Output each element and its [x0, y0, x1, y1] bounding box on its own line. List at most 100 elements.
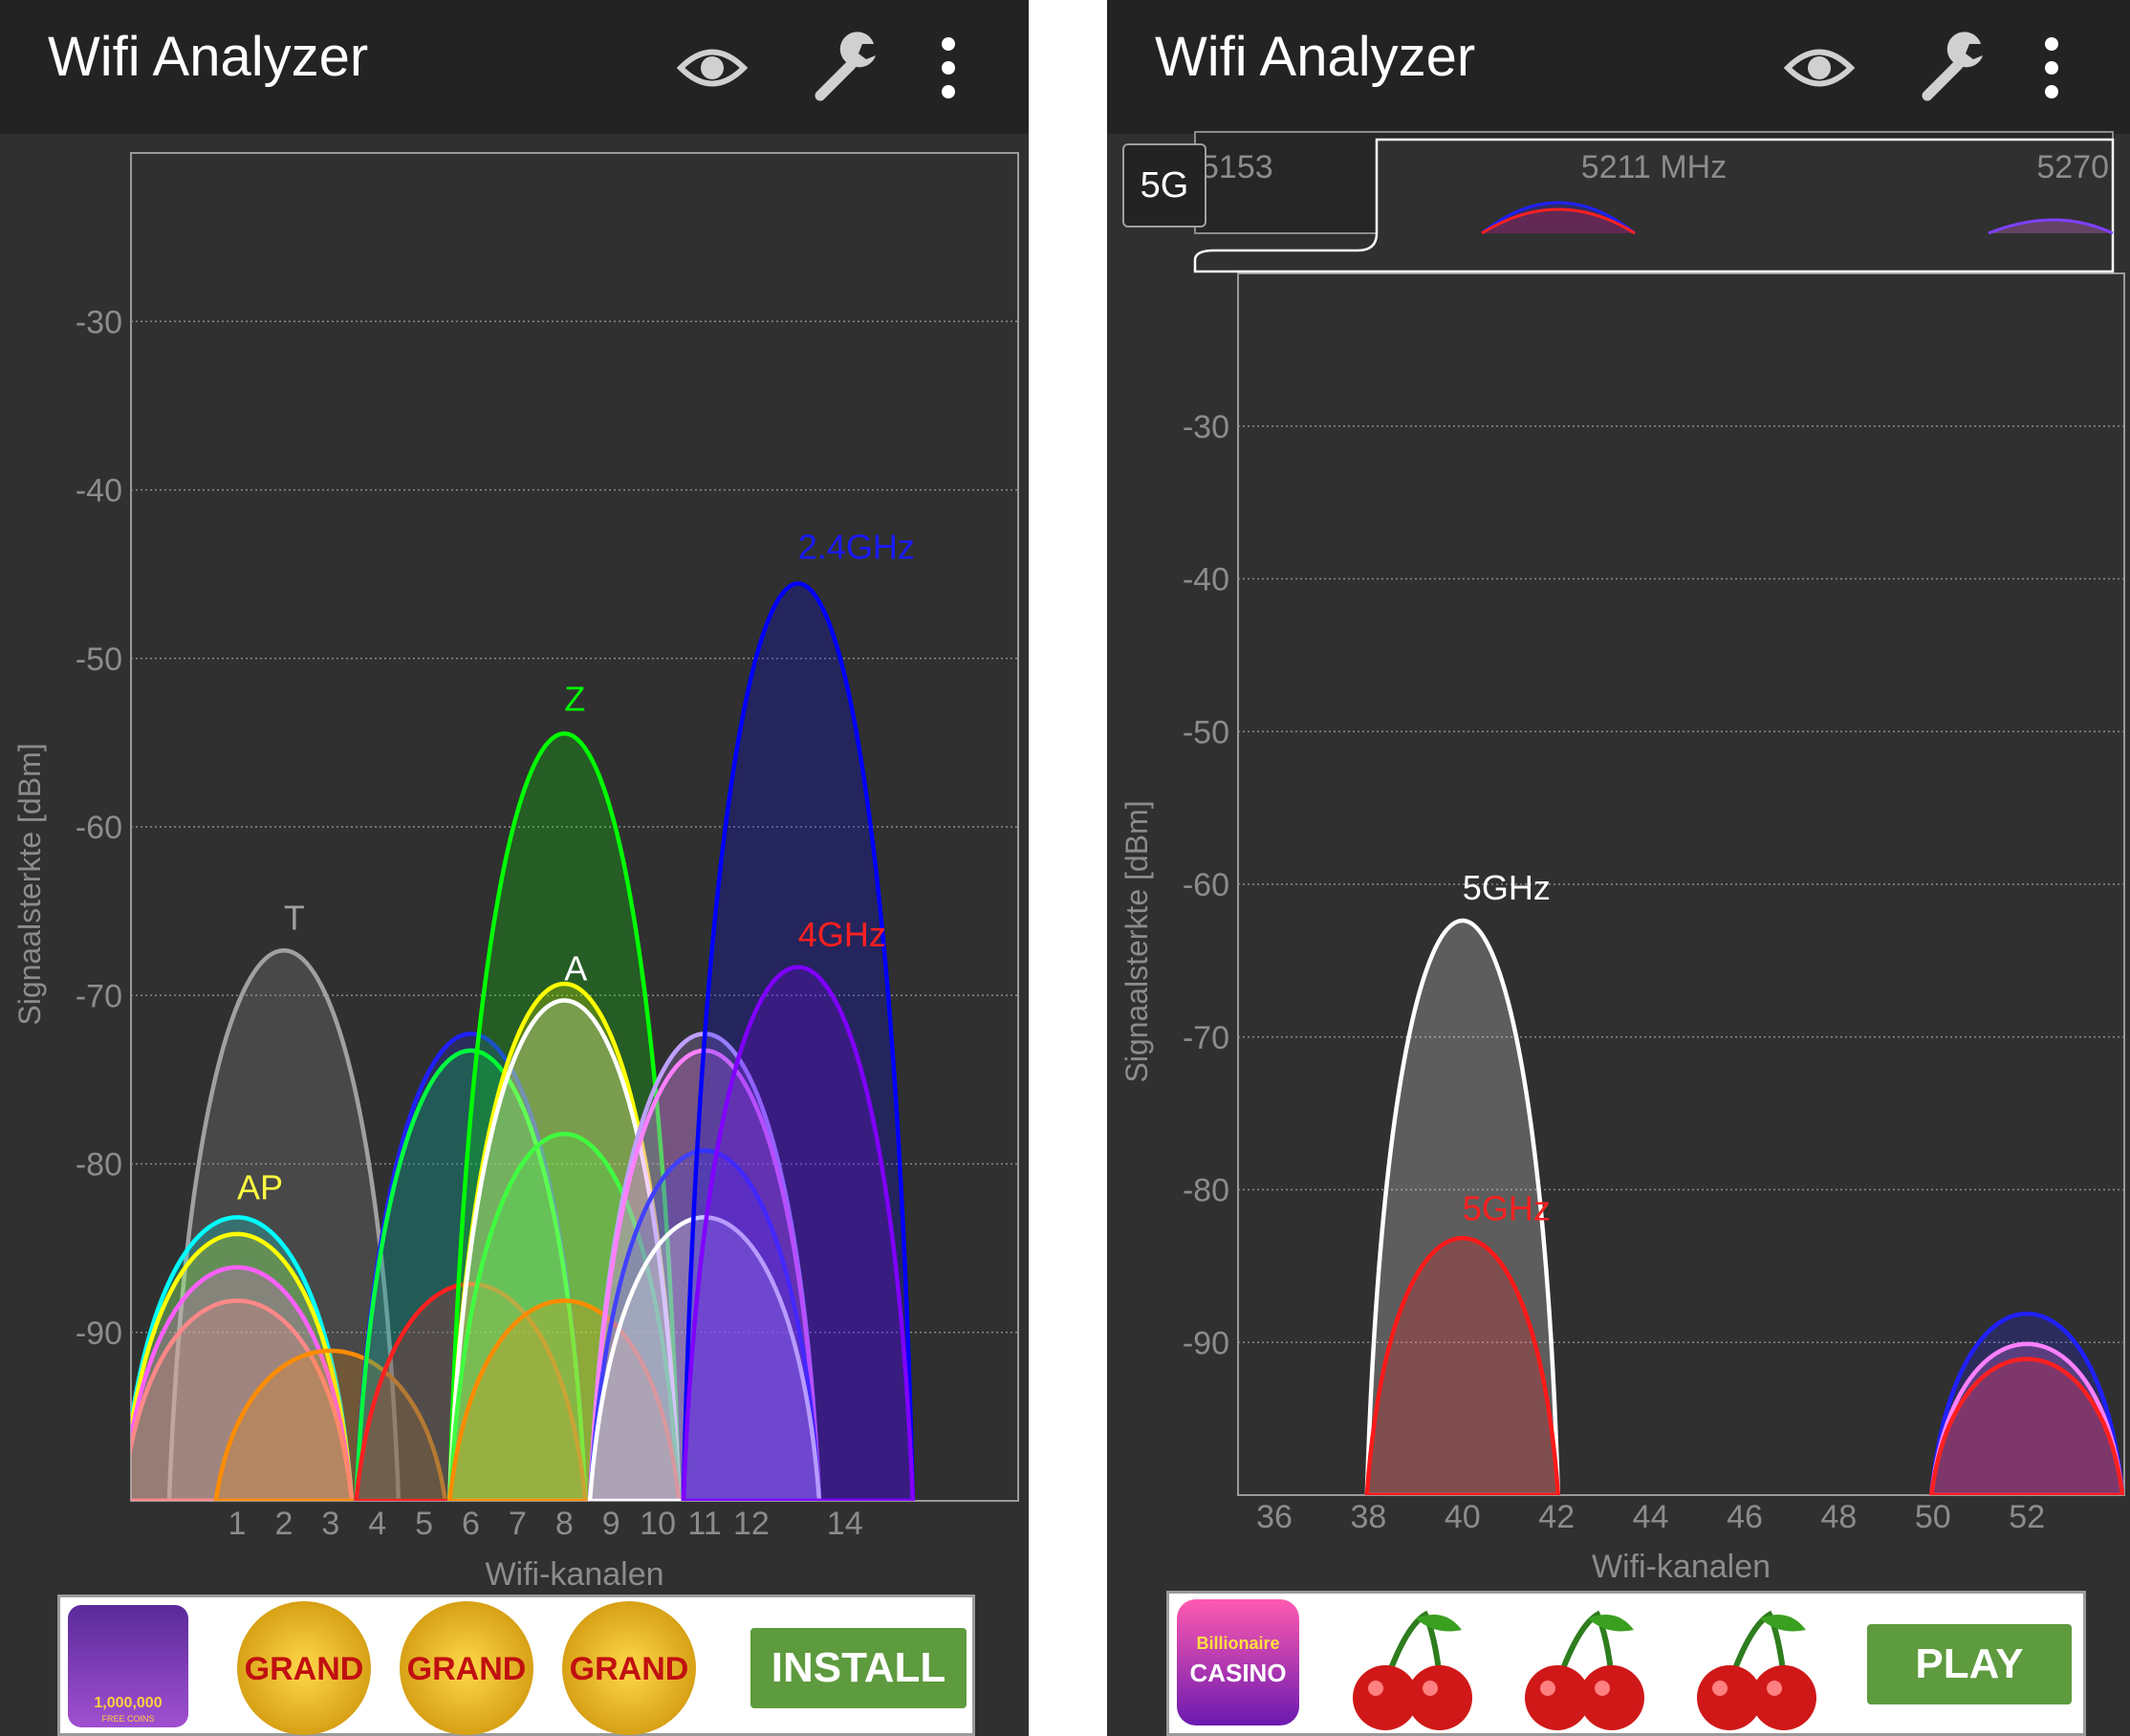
y-tick-label: -40: [76, 473, 122, 510]
casino-app-icon: Billionaire CASINO: [1177, 1599, 1299, 1725]
network-signal-arc[interactable]: [587, 1048, 822, 1501]
network-signal-arc[interactable]: [122, 1231, 355, 1501]
network-signal-arc[interactable]: [447, 731, 682, 1501]
network-signal-arc[interactable]: [1928, 1311, 2124, 1495]
overview-arc: [1988, 218, 2114, 235]
x-tick-label: 44: [1633, 1499, 1669, 1535]
network-label: AP: [237, 1167, 283, 1206]
x-tick-label: 1: [228, 1506, 247, 1542]
x-tick-label: 2: [274, 1506, 293, 1542]
x-tick-label: 11: [687, 1506, 721, 1542]
x-tick-label: 46: [1727, 1499, 1763, 1535]
wrench-icon[interactable]: [803, 25, 889, 111]
network-signal-arc[interactable]: [587, 1148, 822, 1501]
y-tick-label: -80: [76, 1147, 122, 1183]
channel-graph-2g[interactable]: -30-40-50-60-70-80-901 2 3 4 5 6 7 8 9 10 11 12 14Wi…: [0, 0, 1029, 1736]
network-signal-arc[interactable]: [1364, 918, 1561, 1495]
network-signal-arc[interactable]: [681, 965, 916, 1501]
x-tick-label: 42: [1538, 1499, 1575, 1535]
y-tick-label: -90: [76, 1315, 122, 1352]
y-tick-label: -70: [76, 978, 122, 1014]
more-vert-icon[interactable]: [2032, 25, 2071, 111]
plot-frame: [1237, 272, 2125, 1496]
x-axis-title: Wifi-kanalen: [1592, 1549, 1771, 1585]
play-button[interactable]: PLAY: [1867, 1624, 2072, 1704]
y-tick-label: -40: [1183, 562, 1229, 598]
network-signal-arc[interactable]: [681, 581, 916, 1501]
overview-viewport: [1193, 138, 2115, 273]
x-tick-label: 38: [1350, 1499, 1386, 1535]
x-tick-label: 5: [415, 1506, 433, 1542]
x-tick-label: 9: [602, 1506, 620, 1542]
install-button[interactable]: INSTALL: [750, 1628, 967, 1708]
y-tick-label: -30: [1183, 409, 1229, 445]
x-tick-label: 4: [368, 1506, 386, 1542]
x-tick-label: 8: [555, 1506, 574, 1542]
overview-freq-right: 5270: [2036, 149, 2109, 185]
y-tick-label: -60: [76, 810, 122, 846]
network-label: 4GHz: [798, 915, 886, 954]
x-tick-label: 48: [1820, 1499, 1857, 1535]
x-tick-label: 6: [462, 1506, 480, 1542]
overview-arc: [1481, 207, 1636, 235]
signal-arcs: [1364, 918, 2124, 1495]
grand-text: GRAND: [406, 1651, 527, 1687]
network-label: T: [284, 898, 305, 937]
grand-coin-icon: GRAND: [562, 1601, 696, 1735]
network-label: 5GHz: [1463, 1188, 1551, 1227]
coins-text: 1,000,000: [94, 1695, 163, 1711]
x-tick-label: 10: [640, 1506, 676, 1542]
wifi-analyzer-panel-5g: Wifi Analyzer -30 -40 -50 -60 -70 -80 -90 36 38 4…: [1107, 0, 2130, 1736]
network-label: 5GHz: [1463, 868, 1551, 907]
network-label: A: [564, 948, 587, 987]
app-bar: Wifi Analyzer: [1107, 0, 2130, 134]
ad-banner[interactable]: 1,000,000 FREE COINS GRAND GRAND GRAND I…: [57, 1595, 975, 1736]
casino-logo-line1: Billionaire: [1196, 1634, 1280, 1653]
coins-subtext: FREE COINS: [101, 1714, 155, 1724]
signal-arcs: [122, 581, 916, 1501]
network-signal-arc[interactable]: [213, 1348, 448, 1501]
wrench-icon[interactable]: [1910, 25, 1996, 111]
network-label: 2.4GHz: [798, 528, 915, 567]
network-signal-arc[interactable]: [447, 1132, 682, 1501]
ad-banner[interactable]: Billionaire CASINO PLAY: [1166, 1591, 2086, 1736]
x-tick-label: 52: [2009, 1499, 2045, 1535]
x-tick-label: 12: [733, 1506, 770, 1542]
x-tick-label: 3: [321, 1506, 339, 1542]
grand-text: GRAND: [244, 1651, 364, 1687]
cherries-icon: [1697, 1610, 1816, 1730]
app-title: Wifi Analyzer: [48, 26, 369, 88]
eye-icon[interactable]: [1776, 25, 1862, 111]
network-signal-arc[interactable]: [447, 998, 682, 1501]
network-signal-arc[interactable]: [587, 1215, 822, 1501]
x-tick-label: 40: [1445, 1499, 1481, 1535]
grand-text: GRAND: [569, 1651, 689, 1687]
network-signal-arc[interactable]: [122, 1298, 355, 1501]
grand-coin-icon: GRAND: [237, 1601, 371, 1735]
casino-logo-line2: CASINO: [1189, 1659, 1287, 1687]
y-tick-label: -50: [76, 641, 122, 678]
cherries-icon: [1353, 1610, 1472, 1730]
network-label: Z: [564, 679, 585, 718]
y-tick-label: -80: [1183, 1173, 1229, 1209]
network-signal-arc[interactable]: [447, 1298, 682, 1501]
wifi-analyzer-panel-2g: Wifi Analyzer -30 -40 -50 -60 -70 -80 -90 1 2 3 4 5…: [0, 0, 1029, 1736]
network-signal-arc[interactable]: [1928, 1356, 2124, 1495]
x-tick-label: 14: [827, 1506, 863, 1542]
game-app-icon: 1,000,000 FREE COINS: [68, 1605, 188, 1727]
eye-icon[interactable]: [669, 25, 755, 111]
overview-freq-left: 5153: [1201, 149, 1273, 185]
overview-arc: [1481, 201, 1636, 235]
y-tick-label: -50: [1183, 714, 1229, 750]
band-toggle-5g[interactable]: 5G: [1122, 143, 1206, 228]
app-title: Wifi Analyzer: [1155, 26, 1476, 88]
y-axis-title: Signaalsterkte [dBm]: [1119, 800, 1154, 1082]
y-tick-label: -70: [1183, 1020, 1229, 1056]
cherries-icon: [1525, 1610, 1644, 1730]
more-vert-icon[interactable]: [929, 25, 967, 111]
x-tick-label: 36: [1256, 1499, 1293, 1535]
y-tick-label: -90: [1183, 1325, 1229, 1361]
y-axis-title: Signaalsterkte [dBm]: [12, 743, 47, 1025]
network-signal-arc[interactable]: [1364, 1235, 1561, 1495]
